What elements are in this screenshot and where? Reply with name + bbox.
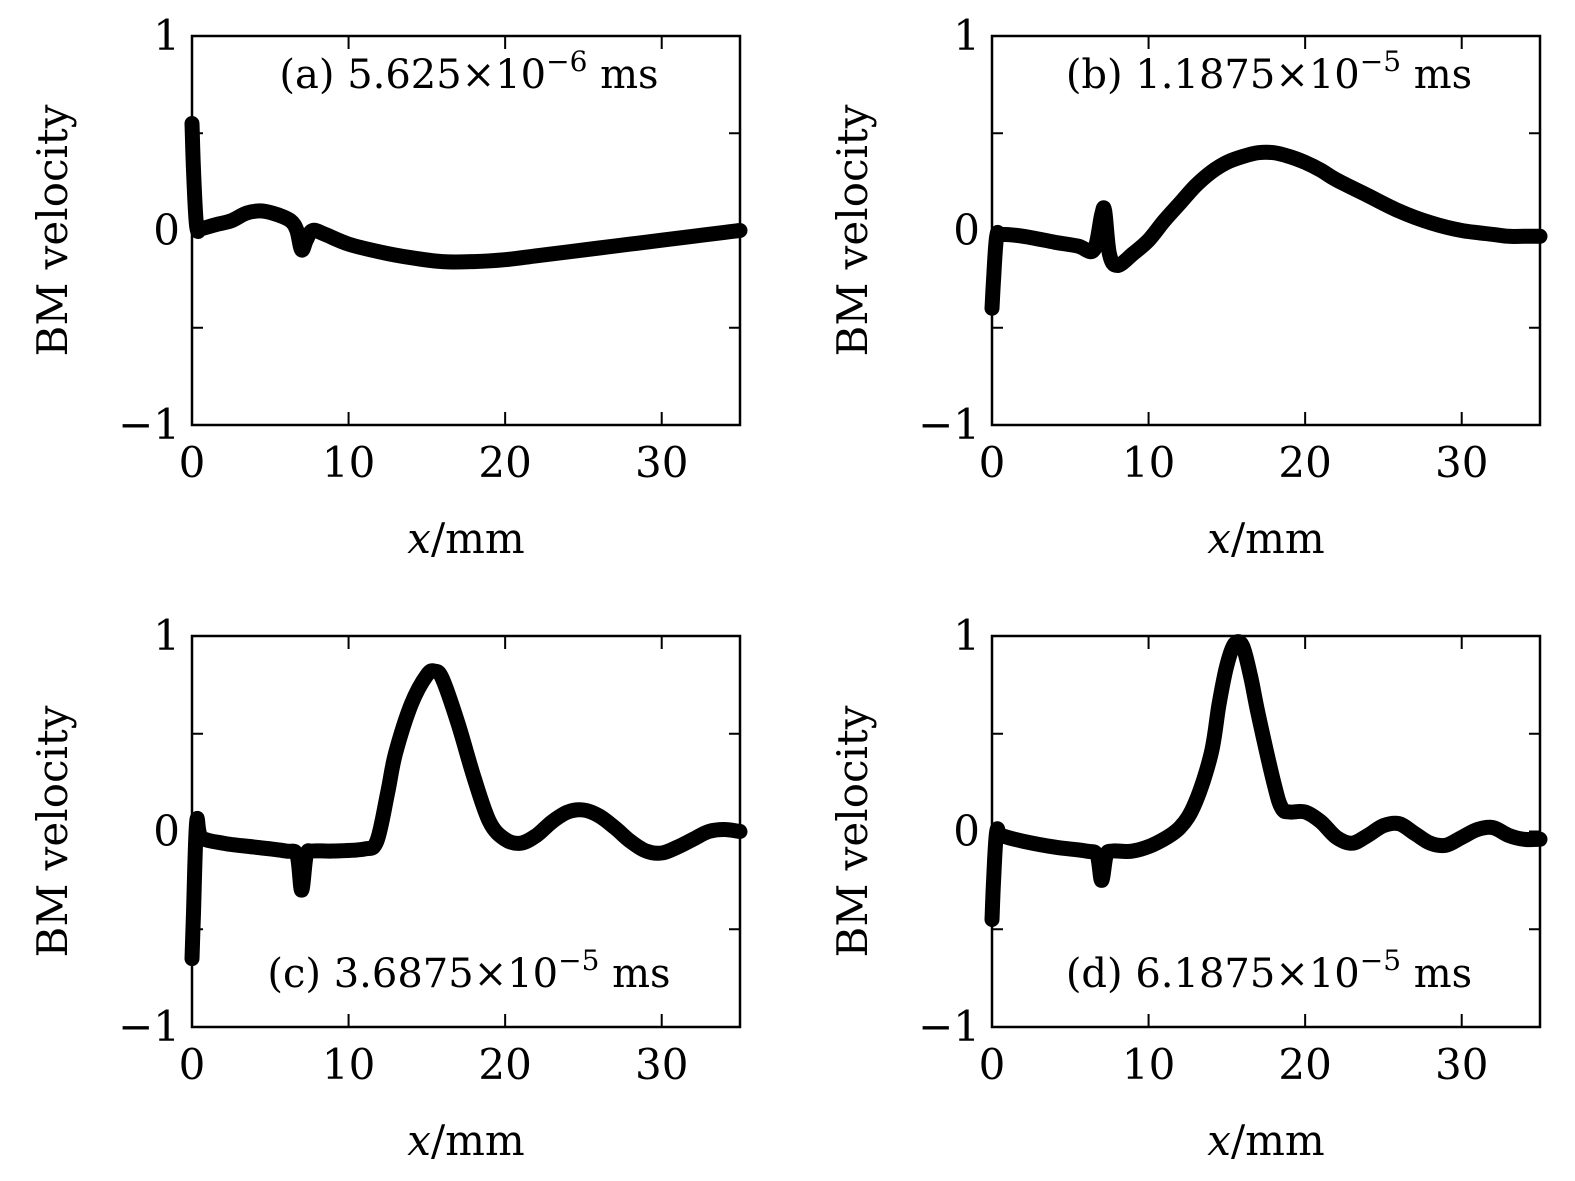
x-axis-title: x/mm [1207, 1116, 1325, 1165]
x-axis-title: x/mm [407, 1116, 525, 1165]
series-line-1 [184, 116, 748, 270]
x-tick-label: 20 [478, 1040, 531, 1089]
y-axis-title: BM velocity [828, 104, 877, 356]
annotation-unit: ms [1401, 52, 1472, 98]
annotation-exponent: −5 [1360, 45, 1401, 78]
x-tick-label: 20 [1278, 438, 1331, 487]
annotation-label: (b) [1066, 52, 1136, 98]
x-axis-title-unit: /mm [1231, 1116, 1325, 1165]
annotation-mantissa: 1.1875 [1135, 52, 1275, 98]
series-line-1 [984, 144, 1548, 316]
x-axis-title-unit: /mm [431, 514, 525, 563]
x-tick-label: 30 [1435, 1040, 1488, 1089]
x-tick-label: 0 [179, 438, 206, 487]
y-tick-label: 0 [153, 206, 180, 255]
y-tick-label: −1 [918, 1002, 980, 1051]
x-axis-title-unit: /mm [1231, 514, 1325, 563]
y-tick-label: −1 [918, 400, 980, 449]
y-tick-label: 1 [953, 611, 980, 660]
annotation-label: (a) [279, 52, 347, 98]
x-tick-label: 10 [322, 1040, 375, 1089]
y-tick-label: −1 [118, 1002, 180, 1051]
y-tick-label: 1 [153, 611, 180, 660]
x-tick-label: 0 [979, 438, 1006, 487]
series-line-1 [184, 663, 748, 967]
annotation-unit: ms [599, 951, 670, 997]
annotation-label: (c) [267, 951, 333, 997]
x-axis-title-variable: x [407, 514, 431, 563]
annotation-mantissa: 5.625 [347, 52, 462, 98]
x-tick-label: 20 [1278, 1040, 1331, 1089]
annotation-times: ×10 [462, 52, 546, 98]
x-tick-label: 10 [1122, 1040, 1175, 1089]
x-tick-label: 30 [635, 438, 688, 487]
y-tick-label: 0 [153, 807, 180, 856]
annotation-label: (d) [1066, 951, 1136, 997]
annotation-exponent: −5 [558, 944, 599, 977]
x-tick-label: 30 [1435, 438, 1488, 487]
x-tick-label: 10 [322, 438, 375, 487]
y-axis-title: BM velocity [28, 705, 77, 957]
x-tick-label: 10 [1122, 438, 1175, 487]
annotation-times: ×10 [1275, 52, 1359, 98]
x-axis-title-variable: x [407, 1116, 431, 1165]
y-tick-label: 1 [953, 11, 980, 60]
annotation-unit: ms [1401, 951, 1472, 997]
x-tick-label: 20 [478, 438, 531, 487]
x-tick-label: 0 [179, 1040, 206, 1089]
series-line-1 [984, 634, 1548, 927]
x-tick-label: 0 [979, 1040, 1006, 1089]
y-tick-label: −1 [118, 400, 180, 449]
annotation-exponent: −5 [1360, 944, 1401, 977]
x-axis-title-variable: x [1207, 1116, 1231, 1165]
time-annotation: (d) 6.1875×10−5 ms [1066, 944, 1472, 997]
y-axis-title: BM velocity [828, 705, 877, 957]
annotation-unit: ms [587, 52, 658, 98]
annotation-times: ×10 [474, 951, 558, 997]
x-axis-title-variable: x [1207, 514, 1231, 563]
y-axis-title: BM velocity [28, 104, 77, 356]
y-tick-label: 1 [153, 11, 180, 60]
x-axis-title: x/mm [407, 514, 525, 563]
annotation-exponent: −6 [546, 45, 587, 78]
annotation-mantissa: 3.6875 [334, 951, 474, 997]
x-axis-title-unit: /mm [431, 1116, 525, 1165]
y-tick-label: 0 [953, 206, 980, 255]
annotation-times: ×10 [1275, 951, 1359, 997]
annotation-mantissa: 6.1875 [1135, 951, 1275, 997]
y-tick-label: 0 [953, 807, 980, 856]
x-tick-label: 30 [635, 1040, 688, 1089]
time-annotation: (b) 1.1875×10−5 ms [1066, 45, 1472, 98]
x-axis-title: x/mm [1207, 514, 1325, 563]
time-annotation: (a) 5.625×10−6 ms [279, 45, 658, 98]
time-annotation: (c) 3.6875×10−5 ms [267, 944, 670, 997]
